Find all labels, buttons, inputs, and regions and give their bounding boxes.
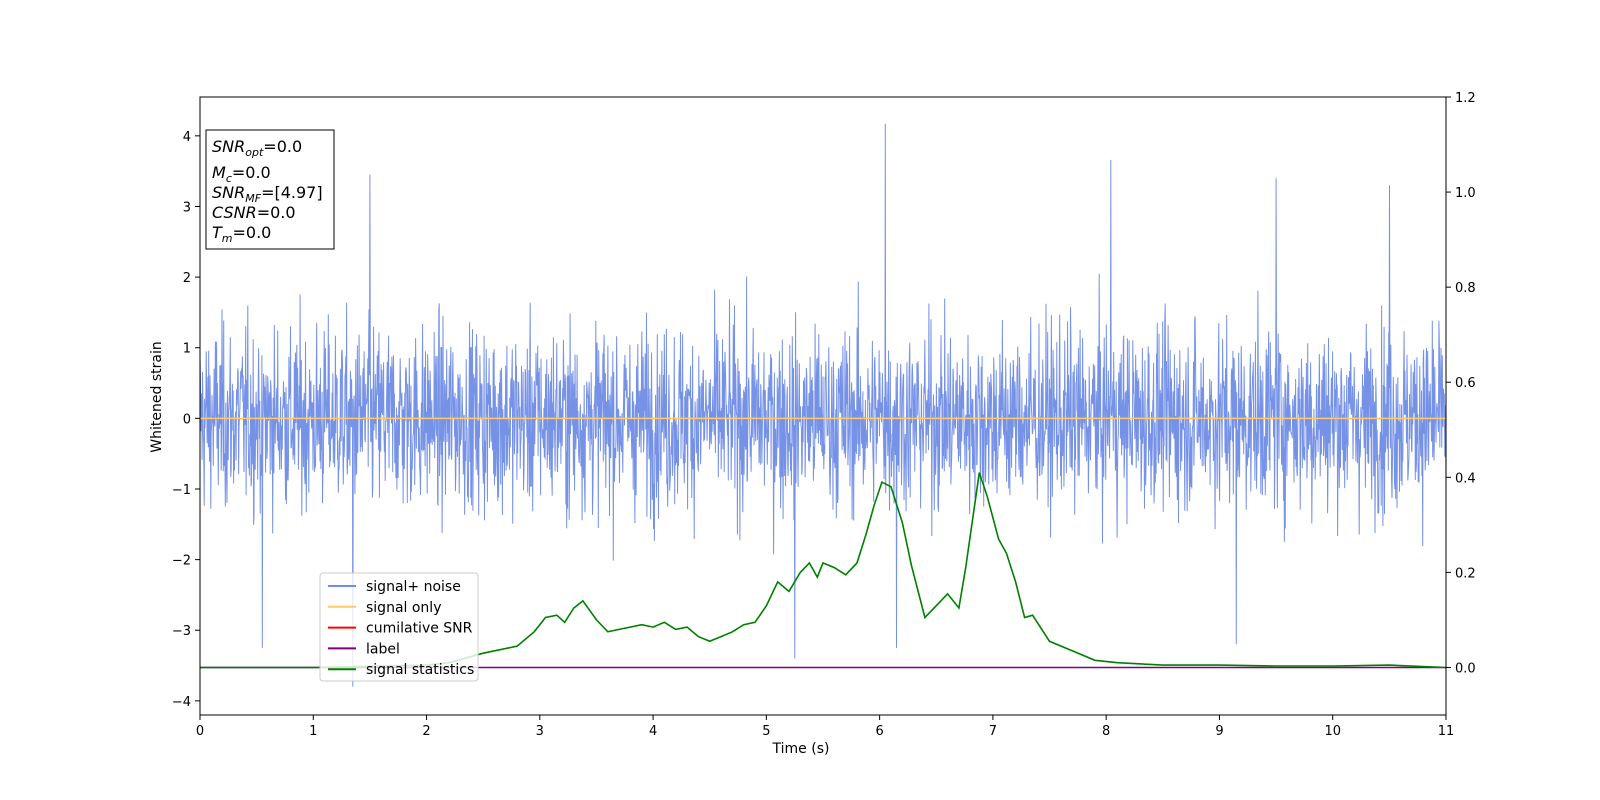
legend-label: signal statistics [366, 662, 474, 678]
right-y-tick-label: 0.0 [1455, 661, 1476, 676]
right-y-tick-label: 0.6 [1455, 376, 1476, 391]
signal-statistics-line [200, 472, 1447, 669]
plot-frame [199, 96, 1447, 716]
left-y-tick-label: 4 [183, 130, 191, 145]
x-tick-label: 5 [762, 724, 770, 739]
info-tm: Tm=0.0 [212, 223, 271, 245]
x-tick-label: 8 [1102, 724, 1110, 739]
right-y-tick-label: 0.8 [1455, 281, 1476, 296]
y-axis-label: Whitened strain [149, 341, 165, 452]
left-y-tick-label: −1 [172, 483, 191, 498]
x-tick-label: 4 [649, 724, 657, 739]
x-axis-ticks: 0 1 2 3 4 5 6 7 8 9 10 11 [196, 715, 1454, 739]
right-y-tick-label: 1.0 [1455, 186, 1476, 201]
info-box: SNRopt=0.0 Mc=0.0 SNRMF=[4.97] CSNR=0.0 … [205, 129, 335, 250]
left-y-axis-ticks: −4 −3 −2 −1 0 1 2 3 4 [172, 130, 200, 710]
x-tick-label: 7 [989, 724, 997, 739]
info-snr-mf: SNRMF=[4.97] [212, 183, 323, 205]
right-y-tick-label: 1.2 [1455, 91, 1476, 106]
x-tick-label: 6 [875, 724, 883, 739]
right-y-tick-label: 0.4 [1455, 471, 1476, 486]
info-csnr: CSNR=0.0 [212, 203, 296, 222]
left-y-tick-label: −3 [172, 624, 191, 639]
x-tick-label: 9 [1215, 724, 1223, 739]
x-tick-label: 11 [1438, 724, 1455, 739]
right-y-axis-ticks: 0.0 0.2 0.4 0.6 0.8 1.0 1.2 [1446, 91, 1476, 676]
left-y-tick-label: −2 [172, 554, 191, 569]
left-y-tick-label: 0 [183, 412, 191, 427]
left-y-tick-label: −4 [172, 695, 191, 710]
x-tick-label: 10 [1324, 724, 1341, 739]
x-tick-label: 2 [422, 724, 430, 739]
x-tick-label: 1 [309, 724, 317, 739]
x-tick-label: 3 [536, 724, 544, 739]
legend-frame [319, 572, 479, 682]
signal-plus-noise-line [199, 123, 1447, 687]
info-snr-opt: SNRopt=0.0 [212, 137, 302, 159]
noise-series-layer [199, 123, 1447, 687]
legend-label: signal only [366, 600, 441, 616]
x-tick-label: 0 [196, 724, 204, 739]
left-y-tick-label: 3 [183, 200, 191, 215]
legend-label: cumilative SNR [366, 621, 473, 637]
x-axis-label: Time (s) [772, 741, 830, 757]
info-box-frame [205, 129, 335, 250]
info-mc: Mc=0.0 [212, 163, 271, 185]
legend: signal+ noise signal only cumilative SNR la… [319, 572, 479, 682]
legend-label: signal+ noise [366, 579, 461, 595]
left-y-tick-label: 2 [183, 271, 191, 286]
legend-label: label [366, 641, 400, 657]
left-y-tick-label: 1 [183, 342, 191, 357]
right-y-tick-label: 0.2 [1455, 566, 1476, 581]
